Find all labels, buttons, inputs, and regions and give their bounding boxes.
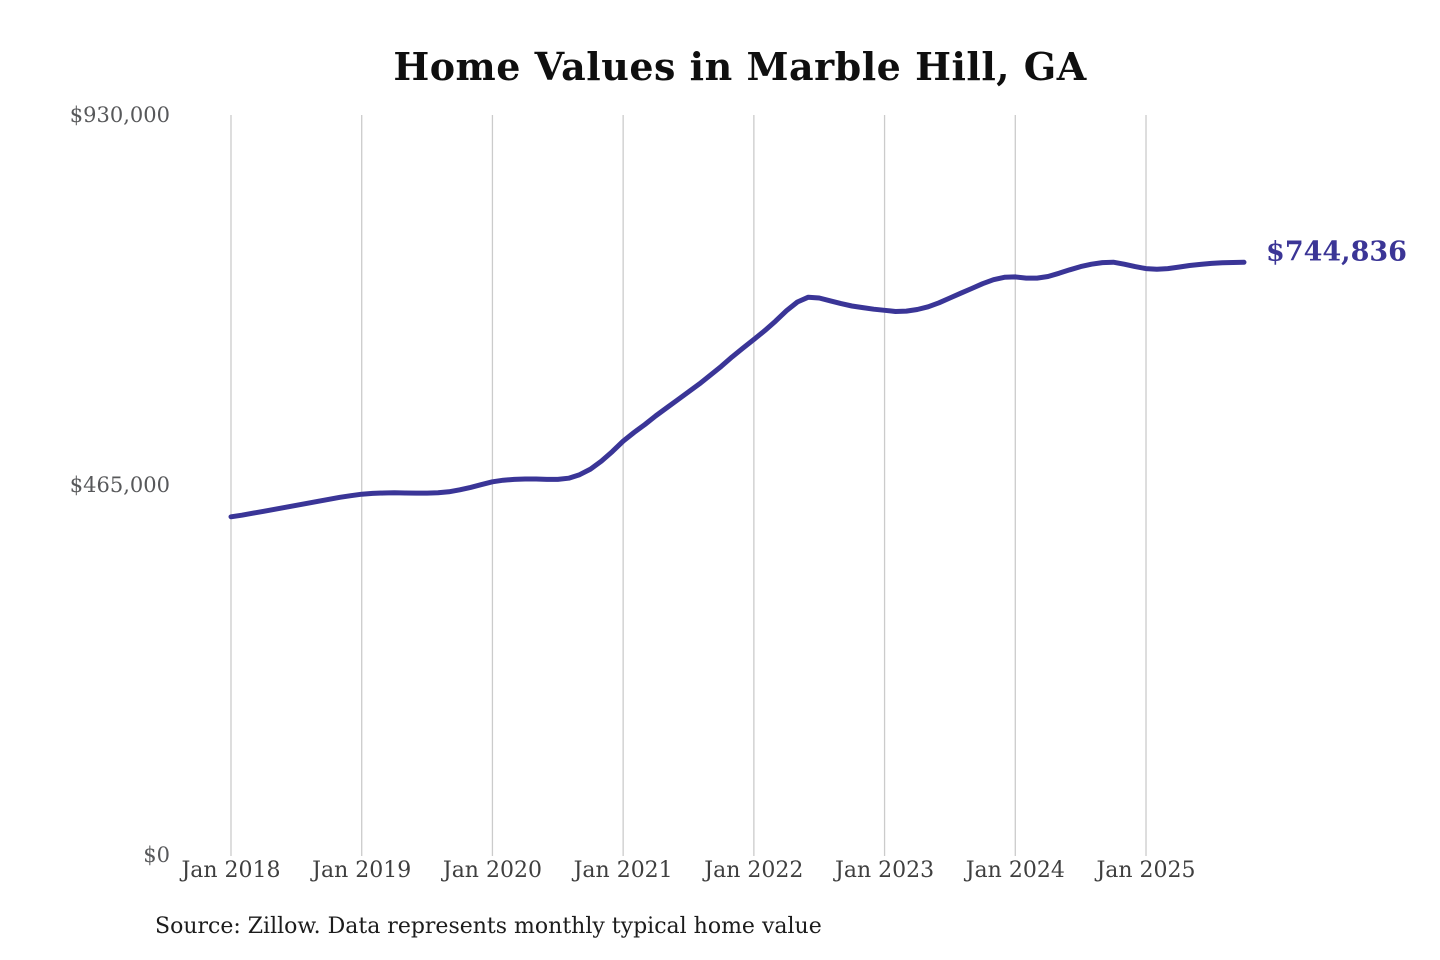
x-tick-label: Jan 2023 (835, 858, 935, 883)
home-value-line (228, 259, 1247, 520)
x-tick-label: Jan 2020 (442, 858, 542, 883)
x-tick-label: Jan 2024 (965, 858, 1065, 883)
x-tick-label: Jan 2018 (181, 858, 281, 883)
x-tick-label: Jan 2022 (704, 858, 804, 883)
chart-title: Home Values in Marble Hill, GA (393, 44, 1087, 89)
source-note: Source: Zillow. Data represents monthly … (155, 914, 822, 939)
x-tick-label: Jan 2021 (573, 858, 673, 883)
y-tick-label: $930,000 (69, 103, 170, 127)
latest-value-label: $744,836 (1266, 236, 1407, 268)
y-tick-label: $465,000 (69, 473, 170, 497)
x-tick-label: Jan 2019 (312, 858, 412, 883)
x-tick-label: Jan 2025 (1096, 858, 1196, 883)
y-tick-label: $0 (143, 843, 170, 867)
